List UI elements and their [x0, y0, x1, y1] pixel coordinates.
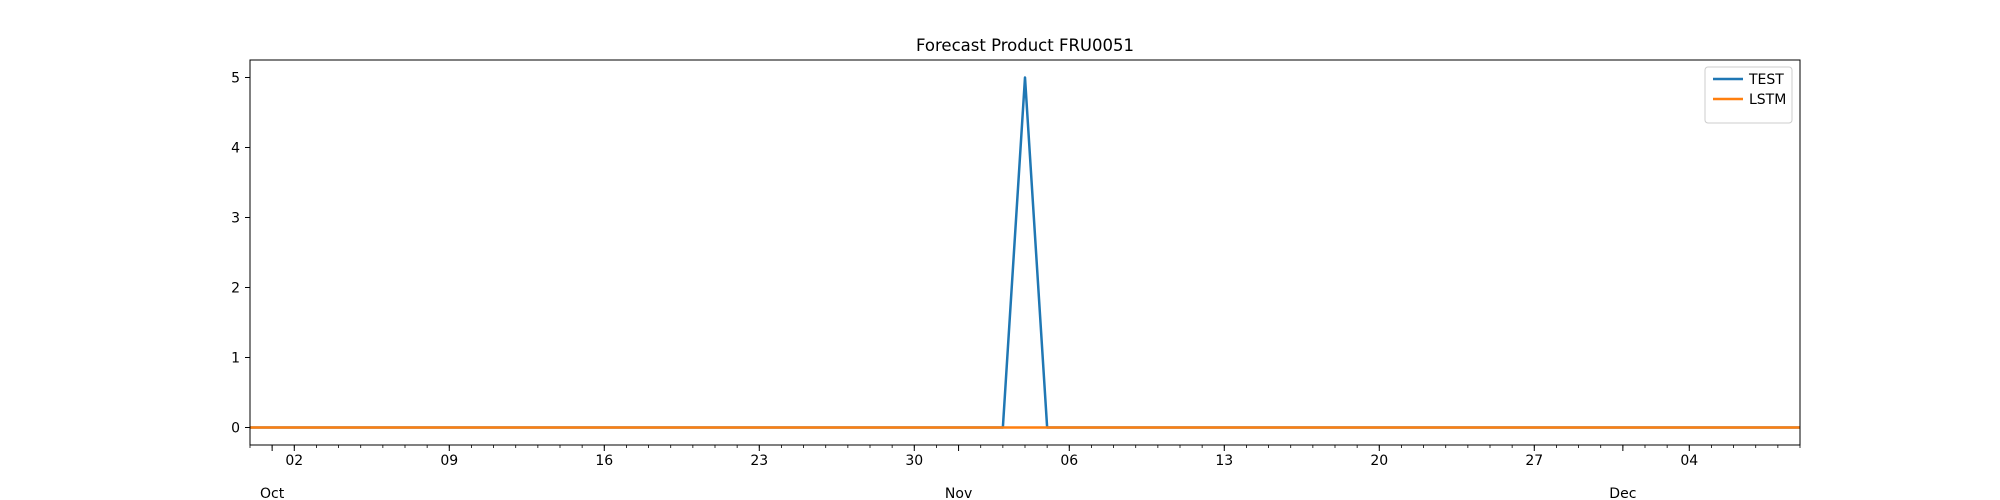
x-tick-label: 23 — [750, 453, 768, 469]
y-tick-label: 0 — [231, 421, 240, 437]
chart-title: Forecast Product FRU0051 — [916, 36, 1134, 55]
x-axis: 02 09 16 23 30 06 13 20 27 04 Oct Nov Dec — [249, 445, 1801, 500]
x-tick-label: 13 — [1215, 453, 1233, 469]
y-tick-label: 2 — [231, 281, 240, 297]
x-month-label: Nov — [945, 486, 972, 500]
legend-box — [1704, 66, 1793, 124]
y-tick-label: 4 — [231, 141, 240, 157]
legend-label-test: TEST — [1748, 72, 1784, 88]
y-tick-label: 5 — [231, 71, 240, 87]
legend: TEST LSTM — [1704, 66, 1793, 124]
y-tick-label: 1 — [231, 351, 240, 367]
series-layer — [250, 76, 1800, 429]
legend-label-lstm: LSTM — [1749, 92, 1786, 108]
y-tick-label: 3 — [231, 211, 240, 227]
x-tick-label: 27 — [1525, 453, 1543, 469]
series-line-test — [250, 76, 1800, 429]
x-tick-label: 02 — [285, 453, 303, 469]
x-tick-label: 16 — [595, 453, 613, 469]
x-month-label: Oct — [260, 486, 285, 500]
plot-frame — [249, 59, 1801, 446]
x-month-label: Dec — [1609, 486, 1636, 500]
x-tick-label: 09 — [440, 453, 458, 469]
x-tick-label: 04 — [1680, 453, 1698, 469]
y-axis: 0 1 2 3 4 5 — [231, 71, 250, 437]
x-tick-label: 06 — [1060, 453, 1078, 469]
x-tick-label: 30 — [905, 453, 923, 469]
x-tick-label: 20 — [1370, 453, 1388, 469]
